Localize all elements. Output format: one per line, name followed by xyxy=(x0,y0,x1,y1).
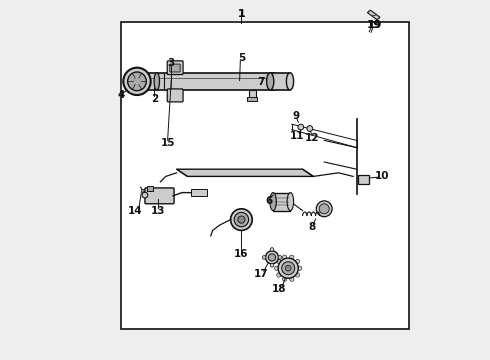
Circle shape xyxy=(290,277,294,281)
Polygon shape xyxy=(176,169,314,176)
Circle shape xyxy=(270,264,274,267)
Bar xyxy=(191,189,207,196)
Circle shape xyxy=(274,266,279,270)
Circle shape xyxy=(277,259,281,264)
Bar xyxy=(358,175,369,184)
Bar xyxy=(248,90,256,98)
Circle shape xyxy=(238,216,245,223)
Circle shape xyxy=(277,273,281,277)
Ellipse shape xyxy=(287,193,294,211)
Circle shape xyxy=(234,212,248,227)
Ellipse shape xyxy=(267,73,274,90)
Circle shape xyxy=(282,277,287,281)
Text: 11: 11 xyxy=(290,131,304,141)
Text: 1: 1 xyxy=(238,9,245,19)
Text: 5: 5 xyxy=(238,53,245,63)
Circle shape xyxy=(231,209,252,230)
Circle shape xyxy=(295,273,300,277)
Circle shape xyxy=(298,124,304,130)
Circle shape xyxy=(123,68,151,95)
Text: 16: 16 xyxy=(233,249,248,259)
FancyBboxPatch shape xyxy=(145,188,174,204)
Bar xyxy=(121,22,409,329)
Circle shape xyxy=(282,255,287,260)
Text: 19: 19 xyxy=(368,20,382,30)
Text: 7: 7 xyxy=(258,77,265,87)
Polygon shape xyxy=(368,10,380,20)
FancyBboxPatch shape xyxy=(170,64,180,72)
Circle shape xyxy=(307,126,313,131)
FancyBboxPatch shape xyxy=(167,61,183,75)
Bar xyxy=(270,73,290,90)
Text: 9: 9 xyxy=(293,111,300,121)
Text: 13: 13 xyxy=(150,206,165,216)
Circle shape xyxy=(127,72,147,91)
Circle shape xyxy=(290,255,294,260)
Ellipse shape xyxy=(270,193,276,211)
Text: 19: 19 xyxy=(367,20,381,30)
Text: 18: 18 xyxy=(272,284,287,294)
Circle shape xyxy=(266,251,278,264)
Text: 8: 8 xyxy=(308,222,315,232)
Circle shape xyxy=(270,248,274,251)
Text: 4: 4 xyxy=(118,90,125,100)
Circle shape xyxy=(278,258,298,278)
Text: 10: 10 xyxy=(375,171,390,181)
Ellipse shape xyxy=(154,73,160,90)
Text: 6: 6 xyxy=(266,196,273,206)
Text: 3: 3 xyxy=(168,58,175,68)
Circle shape xyxy=(269,254,275,261)
Text: 2: 2 xyxy=(150,94,158,104)
Circle shape xyxy=(285,265,291,271)
Text: 12: 12 xyxy=(304,132,319,143)
Text: 15: 15 xyxy=(160,138,175,148)
Circle shape xyxy=(142,192,148,198)
Circle shape xyxy=(295,259,300,264)
Bar xyxy=(148,73,274,90)
Circle shape xyxy=(319,204,329,214)
Circle shape xyxy=(282,262,294,275)
Ellipse shape xyxy=(286,73,294,90)
Circle shape xyxy=(278,256,282,259)
Circle shape xyxy=(262,256,266,259)
Bar xyxy=(247,97,257,101)
Text: 17: 17 xyxy=(254,269,269,279)
Bar xyxy=(147,186,153,191)
Bar xyxy=(273,193,291,211)
Text: 1: 1 xyxy=(238,9,245,19)
FancyBboxPatch shape xyxy=(167,89,183,102)
Circle shape xyxy=(141,189,144,192)
Circle shape xyxy=(316,201,332,217)
Text: 14: 14 xyxy=(128,206,143,216)
Circle shape xyxy=(297,266,302,270)
